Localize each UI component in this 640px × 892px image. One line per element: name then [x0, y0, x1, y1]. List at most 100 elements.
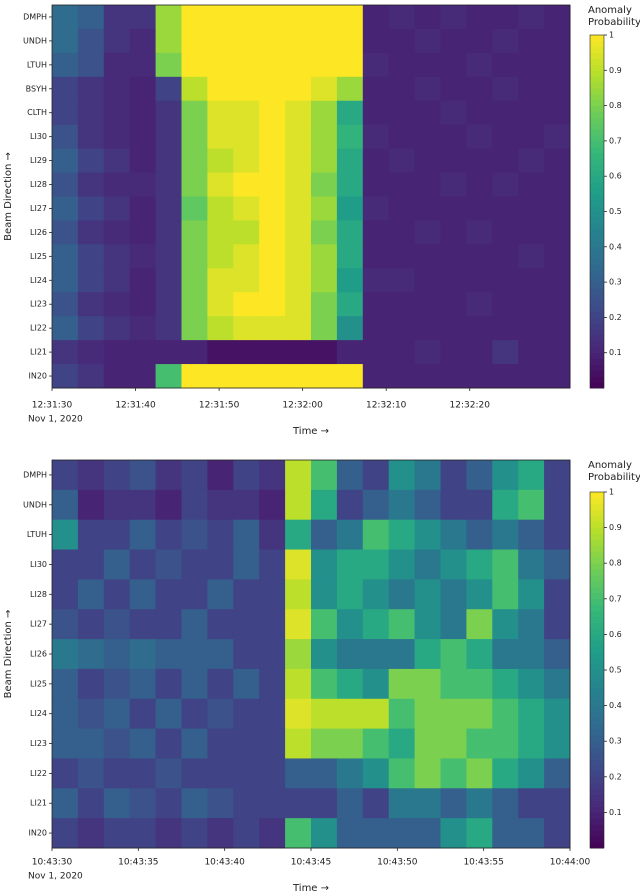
colorbar-swatch	[590, 741, 604, 748]
heatmap-cell	[103, 489, 131, 521]
x-tick-label: 10:43:30	[32, 858, 73, 868]
heatmap-cell	[336, 549, 364, 580]
heatmap-cell	[311, 818, 338, 849]
heatmap-cell	[259, 76, 286, 102]
heatmap-cell	[207, 28, 234, 54]
colorbar-tick-label: 0.8	[609, 559, 622, 568]
heatmap-cell	[77, 76, 105, 102]
heatmap-cell	[388, 172, 416, 197]
heatmap-cell	[129, 5, 157, 30]
heatmap-cell	[181, 28, 208, 54]
heatmap-cell	[103, 268, 131, 293]
heatmap-cell	[388, 52, 416, 78]
heatmap-cell	[77, 5, 105, 30]
heatmap-cell	[52, 340, 79, 365]
heatmap-cell	[336, 244, 364, 269]
y-tick-label: BSYH	[26, 84, 47, 93]
heatmap-cell	[440, 728, 467, 759]
heatmap-cell	[388, 148, 416, 174]
heatmap-cell	[181, 519, 208, 551]
heatmap-cell	[155, 489, 182, 521]
heatmap-cell	[129, 668, 157, 700]
heatmap-cell	[362, 124, 390, 150]
colorbar-swatch	[590, 723, 604, 730]
heatmap-cell	[518, 244, 545, 269]
heatmap-cell	[129, 220, 157, 245]
colorbar-swatch	[590, 129, 604, 136]
heatmap-cell	[207, 460, 234, 491]
heatmap-cell	[544, 196, 571, 221]
x-tick-label: 10:44:00	[550, 858, 591, 868]
heatmap-cell	[103, 519, 131, 551]
heatmap-cell	[544, 579, 571, 610]
x-axis-label: Time →	[292, 883, 329, 892]
heatmap-cell	[544, 124, 571, 150]
heatmap-cell	[414, 172, 441, 197]
heatmap-cell	[440, 758, 467, 789]
heatmap-cell	[52, 609, 79, 640]
heatmap-cell	[103, 172, 131, 197]
heatmap-cell	[207, 52, 234, 78]
heatmap-cell	[129, 124, 157, 150]
colorbar-swatch	[590, 64, 604, 71]
heatmap-cell	[52, 364, 79, 389]
heatmap-cell	[52, 220, 79, 245]
heatmap-cell	[544, 549, 571, 580]
heatmap-cell	[181, 818, 208, 849]
heatmap-cell	[129, 196, 157, 221]
heatmap-cell	[129, 728, 157, 759]
y-tick-label: LI24	[30, 709, 47, 718]
heatmap-cell	[259, 292, 286, 317]
heatmap-cell	[518, 489, 545, 521]
heatmap-cell	[103, 788, 131, 819]
y-tick-label: DMPH	[23, 470, 47, 479]
heatmap-cell	[233, 668, 260, 700]
y-tick-label: LI27	[30, 620, 47, 629]
colorbar-swatch	[590, 794, 604, 802]
colorbar-tick-label: 0.1	[609, 348, 622, 357]
heatmap-cell	[52, 5, 79, 30]
y-tick-label: LI24	[30, 276, 47, 285]
heatmap-cell	[388, 28, 416, 54]
heatmap-cell	[336, 124, 364, 150]
heatmap-cell	[440, 579, 467, 610]
heatmap-cell	[52, 100, 79, 126]
heatmap-cell	[440, 316, 467, 341]
heatmap-cell	[52, 579, 79, 610]
heatmap-cell	[103, 728, 131, 759]
heatmap-cell	[181, 148, 208, 174]
heatmap-cell	[181, 609, 208, 640]
heatmap-cell	[233, 788, 260, 819]
heatmap-cell	[285, 316, 312, 341]
heatmap-cell	[52, 698, 79, 730]
colorbar-swatch	[590, 217, 604, 224]
heatmap-cell	[52, 28, 79, 54]
x-tick-label: 12:31:30	[32, 401, 73, 411]
colorbar-swatch	[590, 527, 604, 535]
heatmap-cell	[155, 268, 182, 293]
heatmap-cell	[181, 220, 208, 245]
colorbar-swatch	[590, 293, 604, 301]
heatmap-cell	[233, 579, 260, 610]
heatmap-cell	[311, 758, 338, 789]
colorbar-swatch	[590, 170, 604, 177]
heatmap-cell	[544, 28, 571, 54]
heatmap-cell	[233, 196, 260, 221]
heatmap-cell	[233, 220, 260, 245]
heatmap-cell	[466, 148, 493, 174]
heatmap-cell	[285, 728, 312, 759]
heatmap-cell	[414, 519, 441, 551]
heatmap-cell	[181, 340, 208, 365]
colorbar-swatch	[590, 358, 604, 365]
heatmap-cell	[259, 698, 286, 730]
heatmap-cell	[388, 340, 416, 365]
heatmap-cell	[492, 698, 519, 730]
heatmap-cell	[544, 668, 571, 700]
colorbar-swatch	[590, 533, 604, 540]
heatmap-cell	[336, 519, 364, 551]
heatmap-cell	[492, 579, 519, 610]
heatmap-cell	[233, 5, 260, 30]
heatmap-cell	[103, 292, 131, 317]
heatmap-cell	[285, 28, 312, 54]
heatmap-cell	[155, 292, 182, 317]
